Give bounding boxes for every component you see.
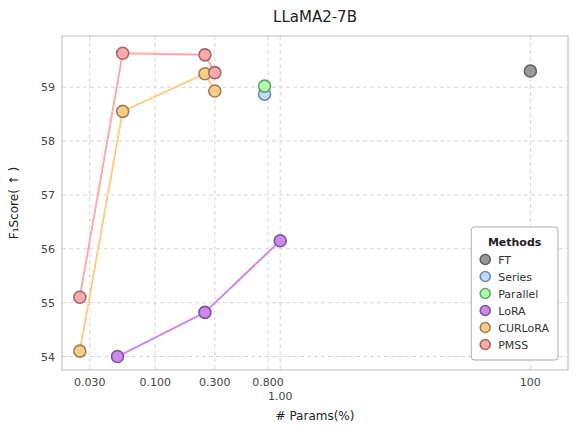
legend-title: Methods: [488, 236, 542, 249]
grid-line-x: [155, 36, 156, 370]
point: [209, 85, 221, 97]
x-tick-label: 0.300: [199, 376, 231, 389]
series-line: [80, 53, 215, 297]
grid-line-y: [62, 194, 568, 195]
point: [117, 105, 129, 117]
grid-line-y: [62, 141, 568, 142]
legend-swatch: [480, 340, 490, 350]
legend-box: [471, 227, 558, 360]
legend-swatch: [480, 255, 490, 265]
x-tick-label: 100: [520, 376, 541, 389]
y-tick-label: 58: [41, 135, 55, 148]
point: [199, 306, 211, 318]
y-tick-label: 54: [41, 351, 55, 364]
point: [524, 65, 536, 77]
point: [111, 351, 123, 363]
x-tick-label: 1.00: [268, 390, 293, 403]
plot-frame: [62, 36, 568, 370]
chart: LLaMA2-7B 54 55 56 57 58 59 0.030 0.100 0.300 0.80…: [0, 0, 584, 432]
legend-label: CURLoRA: [498, 322, 549, 335]
point: [74, 291, 86, 303]
point: [209, 67, 221, 79]
legend-label: PMSS: [498, 339, 528, 352]
marks: [74, 47, 537, 362]
title: LLaMA2-7B: [273, 8, 357, 26]
series-line: [80, 74, 215, 351]
y-tick-label: 55: [41, 297, 55, 310]
point: [259, 80, 271, 92]
y-axis-label: F₁Score( ↑ ): [7, 167, 21, 239]
point: [74, 345, 86, 357]
y-tick-label: 56: [41, 243, 55, 256]
grid-line-x: [89, 36, 90, 370]
x-tick-label: 0.100: [139, 376, 171, 389]
point: [274, 235, 286, 247]
legend-label: Parallel: [498, 288, 538, 301]
legend-label: FT: [498, 254, 511, 267]
series-line: [117, 241, 280, 357]
y-tick-label: 57: [41, 189, 55, 202]
grid: [62, 36, 568, 370]
point: [199, 49, 211, 61]
y-ticks: 54 55 56 57 58 59: [41, 81, 55, 363]
x-tick-label: 0.800: [252, 376, 284, 389]
legend-label: LoRA: [498, 305, 526, 318]
legend-label: Series: [498, 271, 532, 284]
y-tick-label: 59: [41, 81, 55, 94]
x-axis-label: # Params(%): [276, 409, 355, 423]
x-ticks: 0.030 0.100 0.300 0.8001.00 100: [74, 376, 541, 403]
legend-swatch: [480, 272, 490, 282]
x-tick-label: 0.030: [74, 376, 106, 389]
legend-swatch: [480, 323, 490, 333]
grid-line-x: [280, 36, 281, 370]
legend: Methods FT Series Parallel LoRA CURLoRA PMSS: [471, 227, 558, 360]
grid-line-y: [62, 87, 568, 88]
legend-swatch: [480, 289, 490, 299]
legend-swatch: [480, 306, 490, 316]
point: [117, 47, 129, 59]
